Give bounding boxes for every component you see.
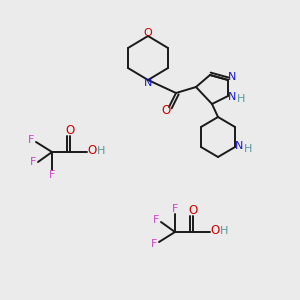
Text: H: H (220, 226, 228, 236)
Text: O: O (65, 124, 75, 136)
Text: H: H (97, 146, 105, 156)
Text: N: N (228, 92, 236, 102)
Text: F: F (30, 157, 36, 167)
Text: N: N (235, 141, 243, 151)
Text: O: O (144, 28, 152, 38)
Text: F: F (28, 135, 34, 145)
Text: F: F (49, 170, 55, 180)
Text: O: O (87, 145, 97, 158)
Text: O: O (161, 104, 171, 118)
Text: F: F (151, 239, 157, 249)
Text: N: N (228, 72, 236, 82)
Text: O: O (188, 203, 198, 217)
Text: N: N (144, 78, 152, 88)
Text: O: O (210, 224, 220, 238)
Text: H: H (237, 94, 245, 104)
Text: F: F (153, 215, 159, 225)
Text: F: F (172, 204, 178, 214)
Text: H: H (244, 144, 252, 154)
